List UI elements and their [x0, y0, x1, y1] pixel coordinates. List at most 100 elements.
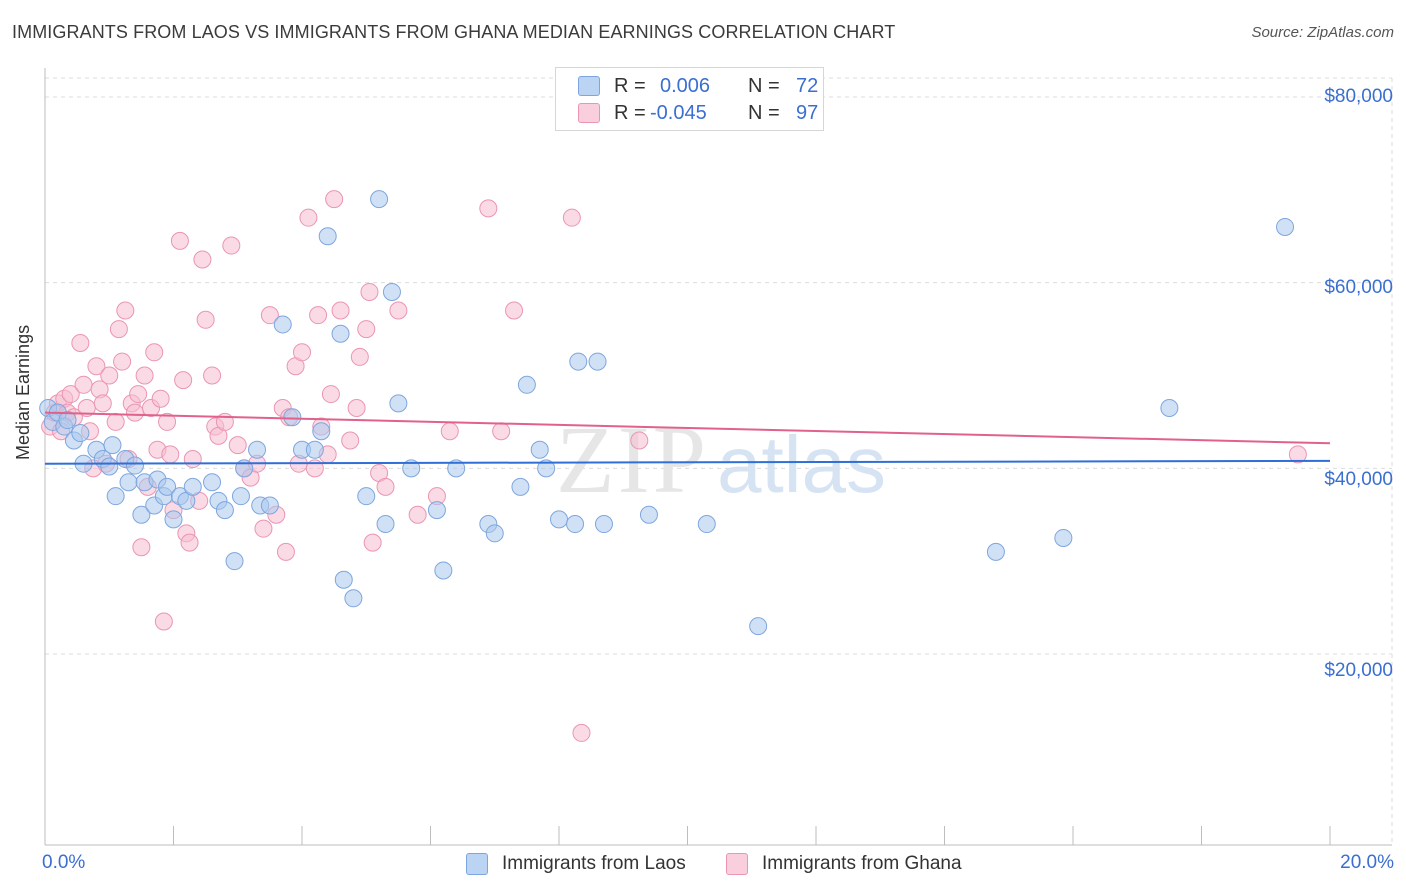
ghana-n-value: 97	[796, 101, 819, 124]
ghana-point-79	[389, 301, 408, 320]
laos-point-63	[594, 515, 613, 534]
laos-r-value: 0.006	[660, 74, 711, 97]
ghana-point-73	[350, 347, 369, 366]
axes	[44, 68, 1392, 846]
laos-point-70	[1276, 217, 1295, 236]
ghana-legend-label: Immigrants from Ghana	[762, 853, 962, 874]
laos-point-29	[225, 552, 244, 571]
laos-point-49	[402, 459, 421, 478]
source-label: Source: ZipAtlas.com	[1251, 24, 1394, 41]
ghana-point-54	[254, 519, 273, 538]
laos-trend-line	[44, 459, 1331, 465]
laos-point-69	[1160, 398, 1179, 417]
correlation-legend: R = 0.006 N = 72 R = -0.045 N = 97	[555, 67, 824, 131]
ghana-point-68	[321, 385, 340, 404]
laos-point-12	[106, 487, 125, 506]
ghana-point-50	[228, 436, 247, 455]
legend-item-laos[interactable]: Immigrants from Laos	[466, 853, 686, 875]
laos-point-61	[569, 352, 588, 371]
ghana-point-71	[341, 431, 360, 450]
legend-row-ghana: R = -0.045 N = 97	[578, 100, 818, 126]
ghana-point-70	[331, 301, 350, 320]
series-legend: Immigrants from Laos Immigrants from Gha…	[0, 850, 1406, 880]
y-tick-label-40000: $40,000	[1324, 469, 1393, 490]
x-tick-label-right: 20.0%	[1340, 852, 1394, 873]
ghana-point-62	[293, 343, 311, 362]
ghana-point-35	[161, 445, 180, 464]
laos-n-label: N =	[748, 74, 780, 97]
laos-point-36	[283, 408, 302, 427]
ghana-point-55	[260, 306, 279, 325]
ghana-r-label: R =	[614, 101, 646, 124]
ghana-point-15	[93, 394, 112, 413]
ghana-point-58	[276, 542, 295, 561]
laos-swatch	[578, 76, 600, 96]
laos-point-11	[103, 436, 122, 455]
laos-point-60	[566, 515, 585, 534]
laos-point-16	[132, 505, 151, 524]
ghana-point-76	[363, 533, 382, 552]
ghana-point-44	[196, 310, 215, 329]
laos-point-22	[164, 510, 183, 529]
laos-point-46	[376, 515, 395, 534]
laos-point-44	[357, 487, 376, 506]
laos-point-57	[530, 440, 549, 459]
laos-point-10	[100, 457, 119, 476]
laos-point-48	[389, 394, 408, 413]
ghana-point-86	[562, 208, 581, 227]
ghana-point-25	[129, 385, 148, 404]
ghana-point-33	[154, 612, 173, 631]
chart-title: IMMIGRANTS FROM LAOS VS IMMIGRANTS FROM …	[12, 22, 896, 42]
ghana-point-13	[87, 357, 106, 376]
ghana-point-85	[505, 301, 524, 320]
ghana-point-49	[222, 236, 241, 255]
laos-points	[39, 190, 1295, 636]
ghana-point-65	[309, 306, 328, 325]
laos-point-64	[639, 505, 658, 524]
ghana-point-82	[440, 422, 459, 441]
laos-point-62	[588, 352, 607, 371]
y-tick-label-60000: $60,000	[1324, 277, 1393, 298]
y-tick-label-80000: $80,000	[1324, 86, 1393, 107]
ghana-point-17	[100, 366, 119, 385]
laos-point-68	[1054, 528, 1073, 547]
ghana-point-45	[203, 366, 222, 385]
ghana-n-label: N =	[748, 101, 780, 124]
ghana-point-88	[630, 431, 649, 450]
laos-legend-label: Immigrants from Laos	[502, 853, 686, 874]
laos-point-40	[318, 227, 337, 246]
ghana-point-80	[408, 505, 427, 524]
laos-point-58	[537, 459, 556, 478]
ghana-point-74	[357, 320, 376, 339]
ghana-swatch	[578, 103, 600, 123]
laos-point-30	[231, 487, 250, 506]
ghana-point-8	[71, 334, 90, 353]
watermark-atlas: atlas	[717, 420, 886, 509]
laos-point-35	[273, 315, 292, 334]
ghana-point-87	[572, 723, 591, 742]
laos-point-50	[427, 501, 446, 520]
laos-point-42	[334, 570, 353, 589]
laos-point-56	[517, 375, 536, 394]
watermark-zip: ZIP	[556, 406, 709, 513]
legend-row-laos: R = 0.006 N = 72	[578, 73, 818, 99]
ghana-point-26	[132, 538, 151, 557]
ghana-point-63	[299, 208, 318, 227]
ghana-point-19	[109, 320, 128, 339]
laos-point-34	[260, 496, 279, 515]
laos-point-59	[550, 510, 568, 529]
ghana-point-43	[193, 250, 212, 269]
laos-point-38	[305, 440, 324, 459]
ghana-point-24	[125, 403, 144, 422]
laos-point-39	[312, 422, 331, 441]
ghana-point-30	[145, 343, 164, 362]
laos-point-66	[749, 617, 768, 636]
laos-point-4	[58, 411, 77, 430]
ghana-point-89	[1288, 445, 1307, 464]
legend-item-ghana[interactable]: Immigrants from Ghana	[726, 853, 962, 875]
ghana-point-38	[174, 371, 193, 390]
ghana-point-21	[116, 301, 135, 320]
laos-point-26	[203, 473, 222, 492]
ghana-point-9	[74, 375, 93, 394]
laos-point-43	[344, 589, 363, 608]
